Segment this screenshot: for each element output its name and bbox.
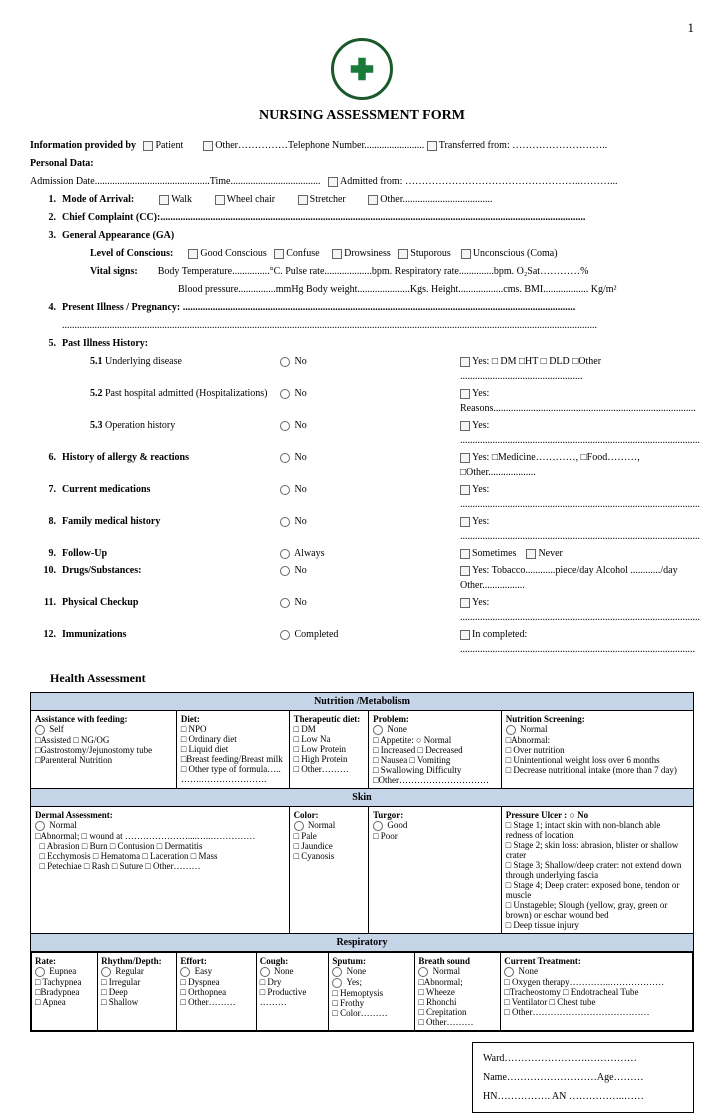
other-checkbox[interactable]: [203, 141, 213, 151]
hospital-logo: [331, 38, 393, 100]
section-2: 2.Chief Complaint (CC):.................…: [30, 210, 694, 225]
page-number: 1: [30, 20, 694, 36]
section-10: 10.Drugs/Substances: No Yes: Tobacco....…: [30, 563, 694, 593]
personal-data-label: Personal Data:: [30, 156, 694, 171]
vital-signs-row1: Vital signs: Body Temperature...........…: [30, 264, 694, 279]
section-8: 8.Family medical history No Yes: .......…: [30, 514, 694, 544]
row-5-2: 5.2 Past hospital admitted (Hospitalizat…: [30, 386, 694, 416]
section-11: 11.Physical Checkup No Yes: ............…: [30, 595, 694, 625]
vital-signs-row2: Blood pressure...............mmHg Body w…: [30, 282, 694, 297]
section-9: 9.Follow-Up Always Sometimes Never: [30, 546, 694, 561]
health-assessment-heading: Health Assessment: [50, 671, 694, 686]
section-4: 4.Present Illness / Pregnancy: .........…: [30, 300, 694, 315]
section-6: 6.History of allergy & reactions No Yes:…: [30, 450, 694, 480]
section-4-line2: ........................................…: [30, 318, 694, 333]
section-7: 7.Current medications No Yes: ..........…: [30, 482, 694, 512]
other-arrival-checkbox[interactable]: [368, 195, 378, 205]
level-conscious-row: Level of Conscious: Good Conscious Confu…: [30, 246, 694, 261]
nutrition-table: Nutrition /Metabolism Assistance with fe…: [30, 692, 694, 1032]
admin-stamp-box: Ward…………………….…………… Name………………………Age……… H…: [472, 1042, 694, 1113]
form-title: NURSING ASSESSMENT FORM: [30, 108, 694, 124]
stretcher-checkbox[interactable]: [298, 195, 308, 205]
info-provided-row: Information provided by Patient Other…………: [30, 138, 694, 153]
transferred-checkbox[interactable]: [427, 141, 437, 151]
admission-row: Admission Date..........................…: [30, 174, 694, 189]
section-5: 5.Past Illness History:: [30, 336, 694, 351]
admitted-from-checkbox[interactable]: [328, 177, 338, 187]
walk-checkbox[interactable]: [159, 195, 169, 205]
row-5-3: 5.3 Operation history No Yes: ..........…: [30, 418, 694, 448]
patient-checkbox[interactable]: [143, 141, 153, 151]
section-3: 3.General Appearance (GA): [30, 228, 694, 243]
section-1: 1.Mode of Arrival: Walk Wheel chair Stre…: [30, 192, 694, 207]
section-12: 12.Immunizations Completed In completed:…: [30, 627, 694, 657]
wheelchair-checkbox[interactable]: [215, 195, 225, 205]
row-5-1: 5.1 Underlying disease No Yes: □ DM □HT …: [30, 354, 694, 384]
